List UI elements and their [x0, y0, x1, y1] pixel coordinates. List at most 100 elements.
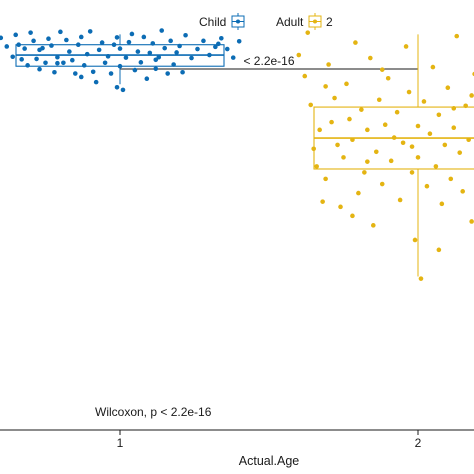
- child-point-0: [0, 35, 4, 41]
- child-point-22: [70, 57, 75, 63]
- child-point-21: [67, 49, 72, 54]
- child-point-35: [108, 71, 114, 76]
- comparison-bracket-line: [119, 68, 419, 76]
- child-point-37: [114, 35, 120, 40]
- child-point-64: [201, 38, 206, 44]
- child-point-55: [165, 71, 170, 76]
- adult-point-52: [454, 33, 460, 39]
- adult-point-15: [347, 116, 352, 122]
- adult-point-0: [296, 52, 302, 58]
- child-point-8: [28, 30, 33, 35]
- child-point-18: [58, 29, 63, 35]
- child-point-25: [78, 34, 84, 40]
- child-point-39: [117, 63, 123, 69]
- adult-point-33: [400, 140, 406, 146]
- child-point-42: [126, 39, 132, 45]
- adult-point-47: [439, 201, 445, 207]
- child-point-14: [46, 36, 51, 41]
- child-point-30: [93, 79, 99, 85]
- adult-point-79: [350, 213, 355, 219]
- child-point-50: [150, 41, 156, 46]
- adult-point-30: [391, 135, 397, 140]
- child-point-32: [99, 40, 105, 45]
- child-point-17: [55, 54, 60, 60]
- child-point-15: [49, 43, 54, 48]
- adult-point-18: [356, 190, 361, 196]
- adult-point-34: [403, 44, 409, 49]
- child-point-31: [96, 47, 102, 53]
- global-test-label: Wilcoxon, p < 2.2e-16: [95, 405, 212, 419]
- child-point-2: [10, 54, 16, 60]
- adult-point-46: [436, 112, 442, 118]
- adult-point-86: [323, 84, 328, 89]
- child-point-45: [135, 49, 141, 54]
- child-point-51: [153, 66, 159, 72]
- child-point-69: [230, 55, 236, 60]
- child-point-24: [75, 42, 81, 48]
- child-point-9: [31, 38, 36, 44]
- adult-point-19: [359, 107, 364, 112]
- adult-point-45: [433, 164, 439, 169]
- child-point-19: [61, 60, 66, 66]
- child-point-74: [153, 57, 159, 63]
- adult-point-53: [457, 150, 463, 155]
- adult-point-11: [335, 142, 340, 148]
- child-point-43: [129, 31, 135, 37]
- child-point-38: [117, 46, 123, 51]
- adult-point-49: [445, 85, 451, 91]
- adult-point-14: [344, 81, 349, 87]
- comparison-bracket: [119, 68, 419, 76]
- adult-point-24: [373, 149, 379, 155]
- adult-point-3: [311, 146, 317, 152]
- adult-point-89: [451, 106, 457, 111]
- child-point-6: [22, 46, 27, 51]
- adult-point-35: [406, 89, 412, 95]
- child-point-65: [207, 52, 212, 58]
- child-point-20: [64, 37, 69, 43]
- child-point-29: [90, 69, 96, 75]
- adult-point-28: [385, 75, 391, 81]
- adult-point-50: [448, 176, 454, 182]
- adult-point-38: [415, 123, 421, 129]
- child-point-67: [219, 35, 224, 41]
- group-boxes: [15, 34, 474, 277]
- adult-point-1: [302, 73, 308, 79]
- adult-point-57: [469, 219, 474, 224]
- adult-point-82: [436, 247, 442, 253]
- child-point-68: [224, 46, 230, 52]
- child-point-71: [114, 84, 120, 90]
- adult-point-31: [394, 109, 400, 115]
- adult-point-36: [409, 170, 415, 175]
- child-point-5: [19, 57, 24, 62]
- x-axis-title: Actual.Age: [239, 454, 300, 468]
- adult-point-51: [451, 125, 457, 131]
- child-point-44: [132, 67, 138, 73]
- child-point-66: [213, 44, 218, 50]
- adult-point-8: [326, 62, 331, 67]
- child-point-56: [168, 38, 173, 44]
- legend-key-child: [231, 13, 245, 30]
- child-point-73: [78, 74, 84, 80]
- child-point-52: [156, 54, 162, 60]
- adult-point-10: [332, 95, 337, 101]
- child-point-34: [105, 54, 111, 59]
- child-point-62: [189, 55, 194, 61]
- adult-point-32: [397, 197, 403, 203]
- comparison-label: < 2.2e-16: [243, 54, 294, 68]
- x-tick-label-1: 1: [117, 436, 124, 450]
- child-point-59: [177, 43, 182, 49]
- adult-point-2: [308, 102, 314, 108]
- adult-point-7: [323, 176, 328, 182]
- child-point-16: [52, 69, 57, 75]
- child-point-46: [138, 60, 144, 65]
- adult-point-54: [460, 189, 466, 194]
- adult-point-9: [329, 119, 334, 125]
- adult-point-5: [317, 127, 322, 133]
- adult-point-22: [368, 55, 373, 61]
- child-point-57: [171, 62, 176, 67]
- adult-point-39: [415, 155, 421, 160]
- child-point-54: [162, 45, 167, 51]
- child-point-63: [195, 46, 200, 52]
- x-tick-label-2: 2: [415, 436, 422, 450]
